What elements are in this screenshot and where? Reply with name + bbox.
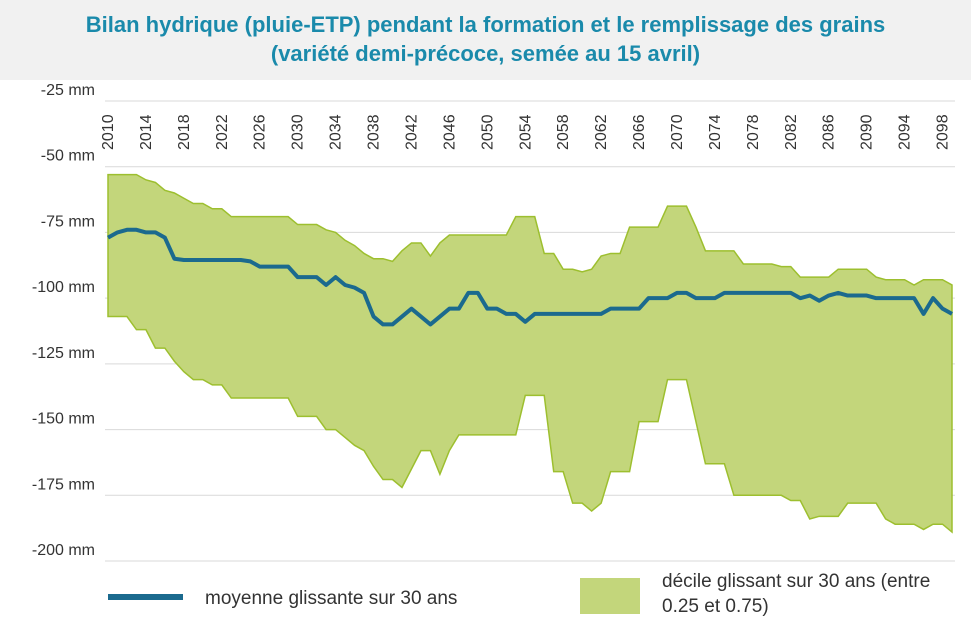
y-tick-label: -50 mm bbox=[41, 148, 95, 165]
x-tick-label: 2022 bbox=[214, 114, 231, 150]
x-tick-label: 2050 bbox=[479, 114, 496, 150]
y-tick-label: -25 mm bbox=[41, 82, 95, 99]
legend-swatch bbox=[580, 578, 640, 614]
x-tick-label: 2010 bbox=[100, 114, 117, 150]
x-tick-label: 2026 bbox=[252, 114, 269, 150]
x-tick-label: 2042 bbox=[403, 114, 420, 150]
x-tick-label: 2082 bbox=[783, 114, 800, 150]
x-tick-label: 2090 bbox=[859, 114, 876, 150]
x-tick-label: 2054 bbox=[517, 114, 534, 150]
y-tick-label: -75 mm bbox=[41, 213, 95, 230]
x-tick-label: 2066 bbox=[631, 114, 648, 150]
x-tick-label: 2046 bbox=[441, 114, 458, 150]
x-tick-label: 2014 bbox=[138, 114, 155, 150]
chart-title: Bilan hydrique (pluie-ETP) pendant la fo… bbox=[85, 12, 886, 66]
x-tick-label: 2078 bbox=[745, 114, 762, 150]
x-tick-label: 2086 bbox=[821, 114, 838, 150]
x-tick-label: 2070 bbox=[669, 114, 686, 150]
title-band bbox=[0, 0, 971, 80]
y-tick-label: -150 mm bbox=[32, 411, 95, 428]
x-tick-label: 2074 bbox=[707, 114, 724, 150]
x-tick-label: 2058 bbox=[555, 114, 572, 150]
decile-band bbox=[107, 173, 953, 534]
legend-label: moyenne glissante sur 30 ans bbox=[205, 588, 458, 609]
x-tick-label: 2038 bbox=[366, 114, 383, 150]
y-tick-label: -175 mm bbox=[32, 476, 95, 493]
x-tick-label: 2018 bbox=[176, 114, 193, 150]
x-tick-label: 2030 bbox=[290, 114, 307, 150]
x-tick-label: 2034 bbox=[328, 114, 345, 150]
y-tick-label: -125 mm bbox=[32, 345, 95, 362]
y-tick-label: -200 mm bbox=[32, 542, 95, 559]
x-tick-label: 2098 bbox=[935, 114, 952, 150]
legend-label: décile glissant sur 30 ans (entre 0.25 e… bbox=[662, 571, 931, 617]
y-tick-label: -100 mm bbox=[32, 279, 95, 296]
x-tick-label: 2062 bbox=[593, 114, 610, 150]
mean-line bbox=[107, 227, 953, 327]
x-tick-label: 2094 bbox=[897, 114, 914, 150]
